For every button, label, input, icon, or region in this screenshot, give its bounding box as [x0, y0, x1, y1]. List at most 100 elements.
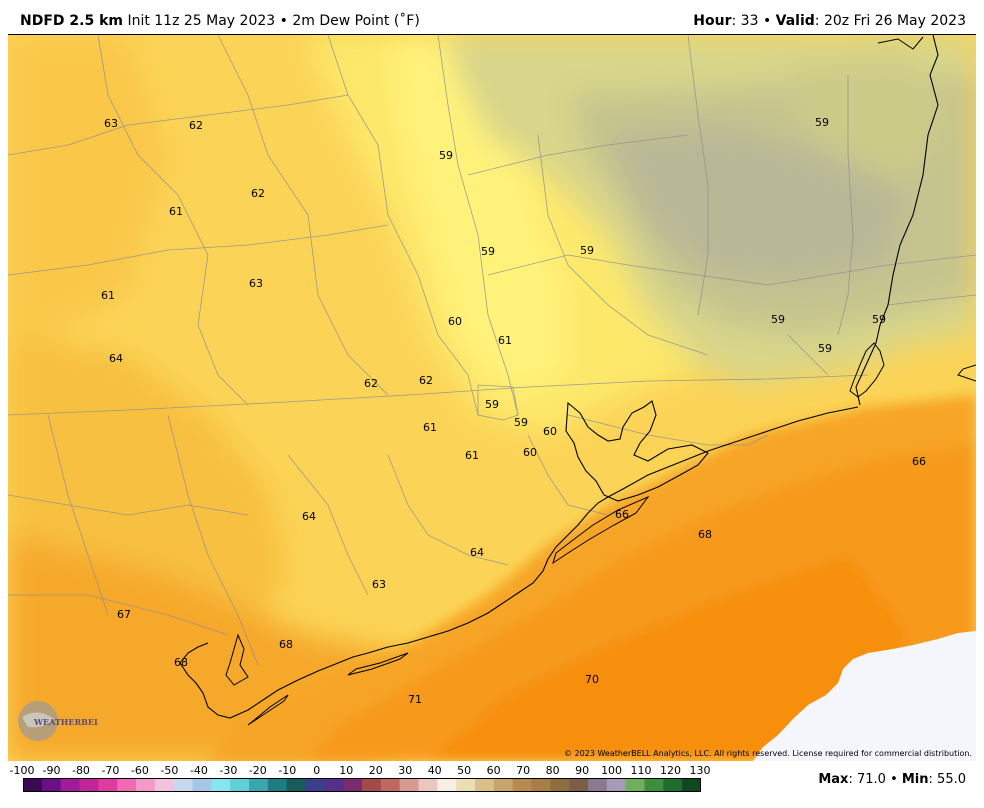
colorbar-swatch: [117, 778, 137, 792]
barrier-island-south: [247, 694, 289, 726]
header-separator-2: •: [762, 13, 772, 29]
hour-value: : 33: [731, 13, 759, 29]
colorbar-swatch: [98, 778, 118, 792]
colorbar-tick-label: -10: [278, 764, 297, 777]
barrier-island-matagorda: [347, 652, 409, 676]
min-label: Min: [901, 772, 929, 787]
colorbar-tick-label: -100: [9, 764, 35, 777]
dewpoint-value-label: 64: [109, 352, 123, 365]
colorbar-tick-label: 20: [368, 764, 383, 777]
model-name: NDFD 2.5 km: [20, 13, 123, 29]
dewpoint-value-label: 61: [101, 289, 115, 302]
colorbar-swatch: [569, 778, 589, 792]
colorbar-swatch: [286, 778, 306, 792]
dewpoint-value-label: 68: [174, 656, 188, 669]
valid-label: Valid: [775, 13, 815, 29]
svg-text:WEATHERBELL: WEATHERBELL: [33, 717, 98, 727]
dewpoint-value-label: 59: [818, 342, 832, 355]
colorbar-tick-label: -20: [248, 764, 267, 777]
state-border: [855, 35, 939, 406]
colorbar-tick-label: 100: [601, 764, 623, 777]
colorbar-tick-label: 90: [575, 764, 590, 777]
dewpoint-value-label: 61: [465, 449, 479, 462]
colorbar-swatch: [644, 778, 664, 792]
dewpoint-value-label: 62: [251, 187, 265, 200]
sabine-lake: [849, 342, 885, 398]
min-value: : 55.0: [928, 772, 966, 787]
dewpoint-value-label: 71: [408, 693, 422, 706]
map-canvas: 63 62 59 59 62 61 59 59 63 61 60 61 59 59 59 64 62 62 59 59…: [8, 35, 976, 761]
header-right: Hour: 33 • Valid: 20z Fri 26 May 2023: [693, 13, 966, 29]
colorbar-tick-label: -50: [160, 764, 179, 777]
dewpoint-value-label: 64: [302, 510, 316, 523]
colorbar-swatch: [60, 778, 80, 792]
dewpoint-value-label: 59: [771, 313, 785, 326]
colorbar-swatch: [305, 778, 325, 792]
colorbar-swatch: [249, 778, 269, 792]
colorbar-tick-label: 0: [313, 764, 321, 777]
colorbar-swatch: [606, 778, 627, 792]
coastline: [179, 406, 859, 719]
colorbar-swatch: [380, 778, 401, 792]
colorbar-tick-label: -90: [42, 764, 61, 777]
colorbar-swatch: [475, 778, 495, 792]
colorbar-swatch: [362, 778, 382, 792]
dewpoint-value-label: 59: [580, 244, 594, 257]
colorbar-tick-label: 70: [516, 764, 531, 777]
colorbar-swatch: [531, 778, 551, 792]
colorbar-swatch: [682, 778, 701, 792]
colorbar-swatch: [173, 778, 193, 792]
hour-label: Hour: [693, 13, 732, 29]
dewpoint-value-label: 62: [419, 374, 433, 387]
colorbar-swatch: [418, 778, 438, 792]
colorbar-swatch: [192, 778, 212, 792]
colorbar-swatch: [550, 778, 570, 792]
county-lines: [8, 35, 976, 666]
max-label: Max: [818, 772, 849, 787]
colorbar-swatch: [493, 778, 514, 792]
copyright-notice: © 2023 WeatherBELL Analytics, LLC. All r…: [564, 749, 972, 758]
dewpoint-value-label: 61: [498, 334, 512, 347]
dewpoint-value-label: 60: [523, 446, 537, 459]
colorbar: [23, 778, 701, 792]
colorbar-tick-label: 60: [486, 764, 501, 777]
dewpoint-map[interactable]: 63 62 59 59 62 61 59 59 63 61 60 61 59 59 59 64 62 62 59 59…: [8, 34, 976, 761]
dewpoint-value-label: 63: [372, 578, 386, 591]
river-line: [877, 36, 924, 50]
coast-segment-east: [957, 364, 976, 382]
colorbar-swatch: [625, 778, 645, 792]
dewpoint-value-label: 62: [189, 119, 203, 132]
dewpoint-value-label: 70: [585, 673, 599, 686]
dewpoint-value-label: 68: [698, 528, 712, 541]
dewpoint-value-label: 60: [543, 425, 557, 438]
max-min-separator: •: [890, 772, 898, 787]
matagorda-bay-inlet: [225, 633, 249, 686]
galveston-bay: [565, 400, 709, 502]
colorbar-swatch: [23, 778, 43, 792]
colorbar-swatch: [79, 778, 99, 792]
colorbar-tick-label: -80: [71, 764, 90, 777]
colorbar-swatch: [512, 778, 532, 792]
dewpoint-value-label: 61: [169, 205, 183, 218]
colorbar-tick-label: 130: [689, 764, 711, 777]
dewpoint-value-label: 66: [912, 455, 926, 468]
dewpoint-value-label: 62: [364, 377, 378, 390]
colorbar-tick-label: 80: [545, 764, 560, 777]
dewpoint-value-label: 63: [249, 277, 263, 290]
dewpoint-value-label: 66: [615, 508, 629, 521]
colorbar-swatch: [230, 778, 250, 792]
max-min-summary: Max: 71.0 • Min: 55.0: [818, 772, 966, 787]
colorbar-tick-label: 110: [630, 764, 652, 777]
colorbar-swatch: [211, 778, 231, 792]
colorbar-swatch: [136, 778, 156, 792]
colorbar-swatch: [588, 778, 608, 792]
colorbar-tick-label: -60: [130, 764, 149, 777]
dewpoint-value-label: 63: [104, 117, 118, 130]
colorbar-tick-label: 10: [339, 764, 354, 777]
dewpoint-value-label: 67: [117, 608, 131, 621]
dewpoint-value-label: 68: [279, 638, 293, 651]
colorbar-swatch: [267, 778, 288, 792]
colorbar-swatch: [41, 778, 62, 792]
dewpoint-value-label: 59: [514, 416, 528, 429]
colorbar-swatch: [324, 778, 344, 792]
